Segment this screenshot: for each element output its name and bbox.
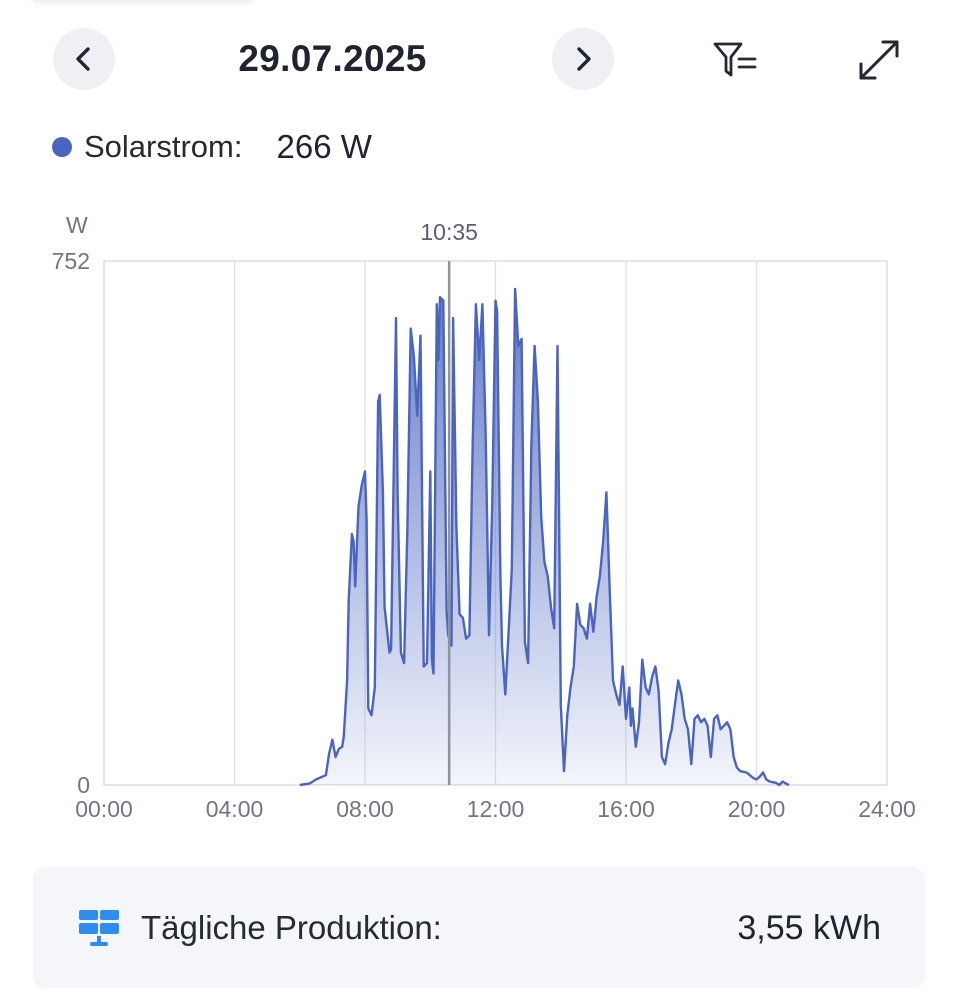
filter-button[interactable] <box>711 36 759 84</box>
x-axis-ticks: 00:00 04:00 08:00 12:00 16:00 20:00 24:00 <box>75 796 916 822</box>
x-tick-label: 00:00 <box>75 796 133 822</box>
chevron-left-icon <box>76 47 90 71</box>
x-tick-label: 04:00 <box>206 796 264 822</box>
expand-button[interactable] <box>855 36 903 84</box>
y-axis-ticks: 0 752 <box>52 248 90 798</box>
expand-icon <box>859 40 899 80</box>
y-tick-label: 0 <box>77 772 90 798</box>
solar-power-line <box>299 287 790 787</box>
x-tick-label: 20:00 <box>728 796 786 822</box>
x-tick-label: 08:00 <box>336 796 394 822</box>
legend-label: Solarstrom: <box>84 129 243 164</box>
time-cursor-label: 10:35 <box>420 219 478 245</box>
solar-panel-icon <box>79 910 119 946</box>
daily-production-label: Tägliche Produktion: <box>141 909 442 946</box>
filter-icon <box>713 42 757 77</box>
x-tick-label: 16:00 <box>597 796 655 822</box>
y-tick-label: 752 <box>52 248 90 274</box>
legend-value: 266 W <box>276 128 372 165</box>
x-tick-label: 12:00 <box>467 796 525 822</box>
legend-dot <box>52 137 72 157</box>
previous-day-button[interactable] <box>53 28 115 90</box>
daily-production-value: 3,55 kWh <box>737 909 881 947</box>
solar-power-area <box>299 288 790 785</box>
daily-production-card: Tägliche Produktion: 3,55 kWh <box>33 867 925 988</box>
x-tick-label: 24:00 <box>858 796 916 822</box>
y-axis-unit-label: W <box>66 212 88 238</box>
top-bar-pill <box>30 0 255 2</box>
legend: Solarstrom: 266 W <box>52 128 372 166</box>
solar-power-chart[interactable]: W 0 752 00:00 04:00 08:00 12:00 16:00 20:00 24:… <box>0 200 967 840</box>
date-label: 29.07.2025 <box>238 38 427 79</box>
chevron-right-icon <box>577 47 591 71</box>
next-day-button[interactable] <box>552 28 614 90</box>
